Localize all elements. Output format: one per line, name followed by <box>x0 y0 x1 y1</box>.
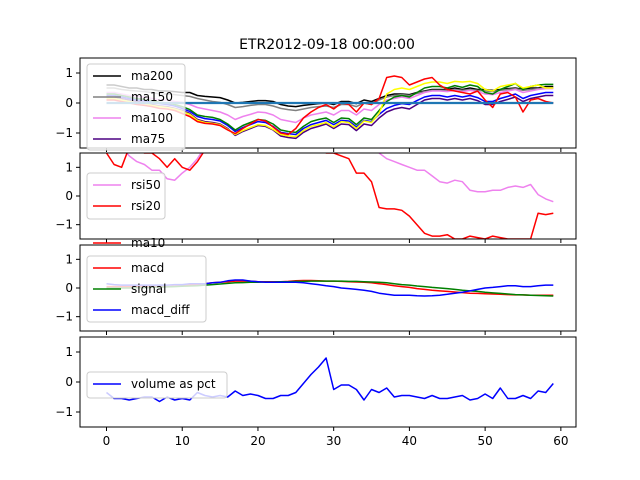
legend-label-0-1: ma150 <box>131 90 173 104</box>
y-tick-label-0-1: 0 <box>65 96 73 110</box>
y-tick-label-3-0: −1 <box>55 405 73 419</box>
legend-label-0-3: ma75 <box>131 132 165 146</box>
y-tick-label-1-2: 1 <box>65 160 73 174</box>
legend-label-1-0: rsi50 <box>131 178 161 192</box>
x-tick-label-1: 10 <box>175 434 190 448</box>
series-line-1-0 <box>125 153 554 203</box>
legend-label-2-1: signal <box>131 282 167 296</box>
chart-title: ETR2012-09-18 00:00:00 <box>239 37 415 53</box>
y-tick-label-0-0: −1 <box>55 126 73 140</box>
legend-box-3 <box>86 371 228 399</box>
x-tick-label-4: 40 <box>402 434 417 448</box>
y-tick-label-3-2: 1 <box>65 345 73 359</box>
legend-label-0-0: ma200 <box>131 69 173 83</box>
legend-1: rsi50 rsi20 ma10 <box>86 172 166 250</box>
x-tick-label-3: 30 <box>326 434 341 448</box>
legend-label-2-0: macd <box>131 261 164 275</box>
x-tick-label-6: 60 <box>553 434 568 448</box>
series-line-3-0 <box>106 357 554 403</box>
legend-2: macd signal macd_diff <box>86 255 207 323</box>
y-tick-label-2-1: 0 <box>65 281 73 295</box>
legend-label-1-1: rsi20 <box>131 199 161 213</box>
legend-3: volume as pct <box>86 371 228 399</box>
y-tick-label-2-0: −1 <box>55 310 73 324</box>
y-tick-label-1-1: 0 <box>65 189 73 203</box>
y-tick-label-1-0: −1 <box>55 218 73 232</box>
legend-label-3-0: volume as pct <box>131 377 216 391</box>
series-line-1-1 <box>105 153 554 239</box>
y-tick-label-2-2: 1 <box>65 252 73 266</box>
legend-label-0-2: ma100 <box>131 111 173 125</box>
legend-box-2 <box>86 255 207 323</box>
panel-1: −1 0 1 <box>55 152 577 243</box>
y-tick-label-3-1: 0 <box>65 375 73 389</box>
legend-label-2-2: macd_diff <box>131 303 190 317</box>
legend-label-1-2: ma10 <box>131 236 165 250</box>
y-tick-label-0-2: 1 <box>65 66 73 80</box>
legend-box-0 <box>86 63 186 151</box>
x-tick-label-5: 50 <box>477 434 492 448</box>
legend-0: ma200 ma150 ma100 ma75 <box>86 63 186 151</box>
x-tick-label-0: 0 <box>103 434 111 448</box>
x-tick-label-2: 20 <box>250 434 265 448</box>
